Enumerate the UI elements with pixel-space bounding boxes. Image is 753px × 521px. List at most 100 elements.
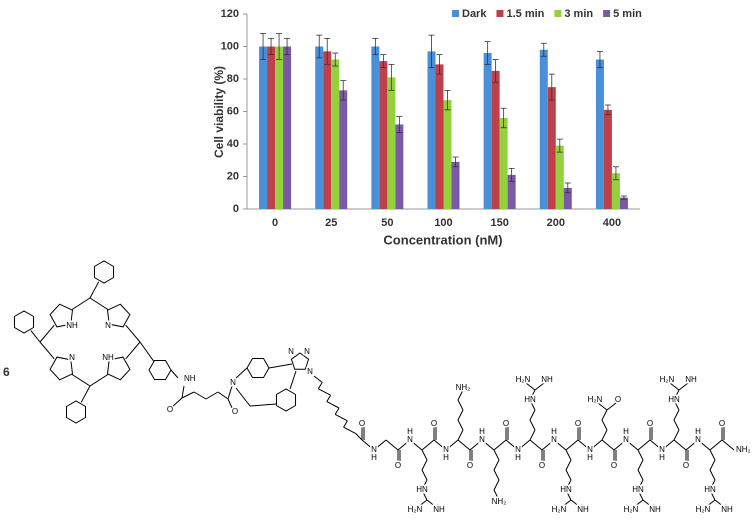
bond bbox=[570, 499, 581, 508]
ring bbox=[148, 359, 172, 381]
bond bbox=[426, 499, 437, 508]
bond bbox=[71, 374, 91, 387]
error-bar bbox=[436, 54, 443, 75]
bond bbox=[71, 297, 91, 310]
bond bbox=[355, 433, 363, 441]
bond bbox=[721, 439, 735, 451]
legend-swatch bbox=[496, 10, 504, 17]
compound-number: 6 bbox=[3, 365, 10, 379]
bond bbox=[637, 489, 644, 501]
bond bbox=[705, 499, 716, 508]
bond bbox=[457, 409, 464, 421]
atom-label: N bbox=[307, 367, 313, 376]
bond bbox=[565, 459, 572, 471]
legend-swatch bbox=[452, 10, 459, 17]
atom-label: O bbox=[647, 419, 653, 428]
bond bbox=[601, 439, 615, 451]
bond bbox=[613, 439, 627, 451]
bond bbox=[709, 459, 716, 471]
bar bbox=[603, 109, 612, 209]
bond bbox=[289, 370, 297, 390]
atom-label: N bbox=[479, 435, 485, 444]
bar bbox=[443, 100, 452, 209]
bond bbox=[685, 439, 699, 451]
bond bbox=[673, 409, 680, 421]
bond bbox=[139, 341, 155, 362]
atom-label: NH₂ bbox=[736, 445, 751, 454]
bond bbox=[565, 479, 572, 491]
atom-label: HN bbox=[560, 485, 572, 494]
bar bbox=[259, 46, 268, 209]
bond bbox=[326, 394, 332, 402]
error-bar bbox=[396, 115, 403, 134]
bond bbox=[565, 489, 572, 501]
bond bbox=[318, 388, 331, 396]
bond bbox=[421, 489, 428, 501]
atom-label: O bbox=[575, 419, 581, 428]
bond bbox=[625, 439, 639, 451]
bond bbox=[39, 341, 55, 360]
error-bar bbox=[444, 89, 451, 111]
bond bbox=[534, 382, 545, 391]
legend-label: Dark bbox=[462, 8, 487, 20]
atom-label: H₂N bbox=[516, 375, 531, 384]
bar bbox=[427, 51, 436, 209]
y-tick-label: 120 bbox=[221, 8, 239, 20]
bond bbox=[193, 391, 207, 400]
atom-label: N bbox=[623, 435, 629, 444]
bond bbox=[637, 449, 644, 461]
bar bbox=[539, 49, 548, 209]
bond bbox=[397, 439, 411, 451]
bond bbox=[493, 479, 500, 491]
bond bbox=[637, 479, 644, 491]
error-bar bbox=[500, 107, 507, 129]
bond bbox=[517, 439, 531, 451]
bond bbox=[421, 479, 428, 491]
atom-label: O bbox=[503, 419, 509, 428]
bond bbox=[493, 489, 500, 501]
error-bar bbox=[324, 37, 331, 65]
atom-label: O bbox=[431, 419, 437, 428]
bond bbox=[317, 382, 323, 390]
bond bbox=[541, 439, 555, 451]
bond bbox=[421, 439, 435, 451]
y-tick-label: 60 bbox=[227, 105, 239, 117]
legend-label: 5 min bbox=[613, 8, 642, 20]
atom-label: N bbox=[288, 347, 294, 356]
bond bbox=[89, 374, 109, 387]
bar bbox=[323, 51, 332, 209]
bond bbox=[637, 439, 651, 451]
atom-label: N bbox=[371, 445, 377, 454]
bond bbox=[637, 459, 644, 471]
bond bbox=[601, 409, 608, 421]
bond bbox=[673, 439, 687, 451]
bond bbox=[709, 469, 716, 481]
bond bbox=[597, 402, 608, 411]
y-tick-label: 0 bbox=[233, 203, 239, 215]
bond bbox=[709, 449, 716, 461]
atom-label: N bbox=[551, 435, 557, 444]
atom-label: NH bbox=[541, 375, 553, 384]
x-tick-label: 0 bbox=[272, 217, 278, 229]
bond bbox=[678, 382, 689, 391]
bond bbox=[268, 363, 293, 369]
atom-label: N bbox=[304, 347, 310, 356]
bond bbox=[30, 330, 41, 343]
x-tick-label: 100 bbox=[434, 217, 452, 229]
atom-label: H bbox=[515, 453, 521, 462]
ring bbox=[93, 260, 115, 284]
bond bbox=[565, 439, 579, 451]
bond bbox=[385, 439, 399, 451]
bond bbox=[697, 439, 711, 451]
error-bar bbox=[372, 37, 379, 56]
bond bbox=[326, 401, 340, 409]
x-axis-title: Concentration (nM) bbox=[383, 232, 502, 247]
y-tick-label: 80 bbox=[227, 73, 239, 85]
atom-label: N bbox=[659, 445, 665, 454]
bond bbox=[493, 459, 500, 471]
bond bbox=[561, 499, 572, 508]
bond bbox=[457, 389, 464, 401]
ring bbox=[65, 400, 87, 424]
bar bbox=[595, 59, 604, 209]
